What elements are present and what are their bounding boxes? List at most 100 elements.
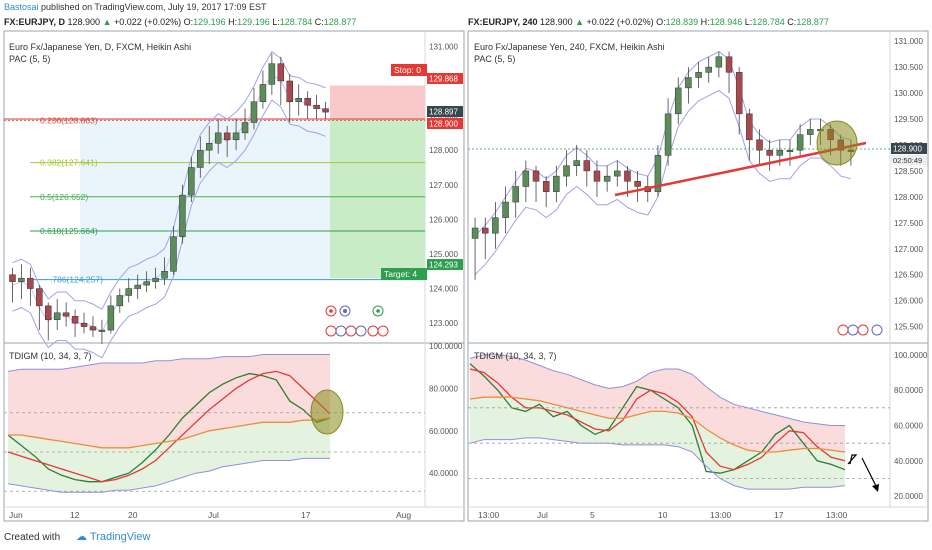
x-tick-10: 10	[658, 510, 668, 520]
candle	[18, 277, 25, 282]
candle	[259, 84, 267, 102]
stop-tag[interactable]: Stop: 0	[391, 64, 427, 76]
left-close: 128.877	[323, 17, 357, 27]
price-tick: 131.000	[429, 42, 458, 51]
left-frame	[3, 30, 465, 522]
retracement-area	[80, 119, 330, 280]
right-chart-title: Euro Fx/Japanese Yen, 240, FXCM, Heikin …	[474, 42, 665, 52]
osc-tick: 80.0000	[429, 384, 458, 393]
right-low: 128.784	[752, 17, 785, 27]
x-tick-20: 20	[128, 510, 138, 520]
x-tick-jul: Jul	[537, 510, 548, 520]
osc-line	[8, 417, 331, 449]
target-zone	[330, 119, 425, 279]
osc-tick: 60.0000	[429, 427, 458, 436]
price-tick: 123.000	[429, 319, 458, 328]
left-high: 129.196	[237, 17, 270, 27]
event-icons[interactable]	[837, 324, 883, 336]
osc-line	[469, 354, 845, 426]
left-ticker[interactable]: FX:EURJPY, D	[4, 17, 66, 27]
right-oscillator[interactable]: 100.0000 80.0000 60.0000 40.0000 20.0000 TDI…	[468, 351, 928, 501]
candle	[214, 132, 222, 144]
candle	[116, 295, 124, 307]
event-icons[interactable]	[325, 305, 389, 337]
footer: Created with ☁ TradingView	[0, 527, 932, 550]
candle	[36, 288, 43, 307]
right-current-price: 128.900	[893, 145, 922, 154]
stop-label: Stop: 0	[394, 65, 421, 75]
candle	[624, 170, 631, 182]
right-close: 128.877	[796, 17, 829, 27]
osc-line	[7, 370, 331, 483]
price-tick: 124.000	[429, 285, 458, 294]
tradingview-logo[interactable]: ☁ TradingView	[76, 531, 151, 543]
arrow-down-icon	[872, 484, 879, 492]
candle	[250, 101, 258, 123]
countdown: 02:50:49	[893, 156, 922, 165]
up-arrow-icon: ▲	[102, 17, 112, 27]
candle	[614, 170, 621, 177]
osc-tick: 20.0000	[894, 492, 923, 501]
right-change: +0.022 (+0.02%)	[586, 17, 654, 27]
target-price-tag: 124.293	[427, 259, 463, 270]
price-tick: 128.500	[894, 167, 923, 176]
candle	[532, 170, 540, 182]
fib-label: 0.618(125.664)	[40, 226, 98, 236]
entry-price-tag: 128.900	[427, 118, 463, 129]
candle	[664, 113, 672, 156]
x-tick-17: 17	[774, 510, 784, 520]
candle	[232, 132, 240, 141]
current-price: 128.897	[429, 108, 458, 117]
osc-line	[7, 372, 331, 483]
candle	[481, 227, 489, 234]
candle	[786, 149, 794, 152]
candle	[179, 194, 186, 237]
left-chart-title: Euro Fx/Japanese Yen, D, FXCM, Heikin As…	[9, 42, 191, 52]
x-tick-1300a: 13:00	[478, 510, 500, 520]
osc-tick: 60.0000	[894, 422, 923, 431]
fib-label: 0.236(128.863)	[40, 115, 98, 125]
left-symbol-info: FX:EURJPY, D 128.900 ▲ +0.022 (+0.02%) O…	[4, 17, 357, 27]
right-ticker[interactable]: FX:EURJPY, 240	[468, 17, 538, 27]
osc-tick: 40.0000	[429, 469, 458, 478]
x-tick-aug: Aug	[396, 510, 411, 520]
osc-line	[7, 457, 330, 493]
author-link[interactable]: Bastosai	[4, 2, 39, 12]
candle	[197, 149, 204, 168]
left-oscillator[interactable]: 100.0000 80.0000 60.0000 40.0000 TDIGM (10,…	[4, 342, 463, 493]
price-tick: 127.500	[894, 219, 923, 228]
right-price-tag: 128.900 02:50:49	[891, 143, 927, 165]
candle	[295, 98, 302, 102]
candle	[304, 98, 311, 106]
candle	[471, 227, 479, 239]
x-tick-1300b: 13:00	[710, 510, 732, 520]
candle	[206, 143, 213, 151]
pac-band	[12, 99, 326, 359]
right-symbol-info: FX:EURJPY, 240 128.900 ▲ +0.022 (+0.02%)…	[468, 17, 829, 27]
candle	[9, 274, 16, 282]
candle	[161, 271, 168, 279]
candle	[134, 284, 141, 289]
price-tick: 128.000	[894, 193, 923, 202]
candle	[522, 170, 530, 187]
left-osc-title: TDIGM (10, 34, 3, 7)	[9, 351, 92, 361]
right-price-chart[interactable]: 131.000130.500130.000129.500129.000128.5…	[468, 37, 927, 520]
right-price: 128.900	[540, 17, 573, 27]
price-tick: 126.000	[894, 297, 923, 306]
candle	[152, 277, 159, 282]
entry-price: 128.900	[429, 120, 458, 129]
left-price-chart[interactable]: 0.236(128.863) 0.382(127.641) 0.5(126.652)…	[4, 42, 463, 520]
candle	[322, 108, 329, 113]
lower-band-fill	[8, 418, 330, 493]
upper-band-fill	[470, 354, 845, 452]
osc-tick: 100.0000	[429, 342, 463, 351]
candle	[705, 66, 712, 73]
candle	[695, 72, 702, 78]
candle	[796, 134, 804, 151]
up-arrow-icon: ▲	[575, 17, 585, 27]
osc-tick: 100.0000	[894, 351, 928, 360]
left-low: 128.784	[279, 17, 313, 27]
candle	[268, 63, 276, 85]
target-tag[interactable]: Target: 4	[381, 268, 427, 280]
